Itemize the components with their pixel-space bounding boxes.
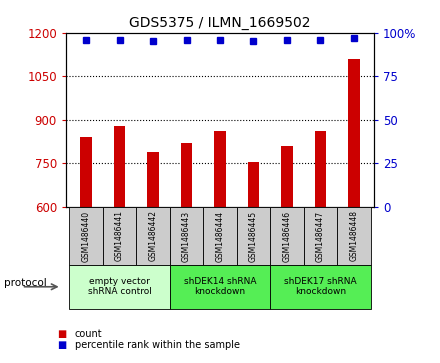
Text: empty vector
shRNA control: empty vector shRNA control: [88, 277, 151, 297]
Bar: [304, 207, 337, 265]
Text: percentile rank within the sample: percentile rank within the sample: [75, 340, 240, 350]
Title: GDS5375 / ILMN_1669502: GDS5375 / ILMN_1669502: [129, 16, 311, 30]
Bar: [181, 143, 192, 207]
Text: GSM1486443: GSM1486443: [182, 211, 191, 261]
Bar: [70, 265, 170, 309]
Bar: [136, 207, 170, 265]
Text: GSM1486444: GSM1486444: [216, 211, 224, 261]
Bar: [237, 207, 270, 265]
Text: GSM1486441: GSM1486441: [115, 211, 124, 261]
Bar: [315, 131, 326, 207]
Bar: [70, 207, 103, 265]
Bar: [203, 207, 237, 265]
Bar: [214, 131, 226, 207]
Bar: [248, 162, 259, 207]
Bar: [170, 207, 203, 265]
Bar: [337, 207, 370, 265]
Bar: [103, 207, 136, 265]
Bar: [348, 59, 360, 207]
Text: GSM1486440: GSM1486440: [81, 211, 91, 261]
Text: GSM1486447: GSM1486447: [316, 211, 325, 261]
Bar: [114, 126, 125, 207]
Text: ■: ■: [57, 340, 66, 350]
Text: shDEK17 shRNA
knockdown: shDEK17 shRNA knockdown: [284, 277, 357, 297]
Text: count: count: [75, 329, 103, 339]
Bar: [147, 152, 159, 207]
Bar: [281, 146, 293, 207]
Bar: [270, 265, 370, 309]
Text: shDEK14 shRNA
knockdown: shDEK14 shRNA knockdown: [184, 277, 256, 297]
Text: GSM1486445: GSM1486445: [249, 211, 258, 261]
Text: GSM1486446: GSM1486446: [282, 211, 291, 261]
Text: GSM1486442: GSM1486442: [149, 211, 158, 261]
Bar: [80, 137, 92, 207]
Bar: [270, 207, 304, 265]
Text: ■: ■: [57, 329, 66, 339]
Bar: [170, 265, 270, 309]
Text: GSM1486448: GSM1486448: [349, 211, 359, 261]
Text: protocol: protocol: [4, 278, 47, 288]
